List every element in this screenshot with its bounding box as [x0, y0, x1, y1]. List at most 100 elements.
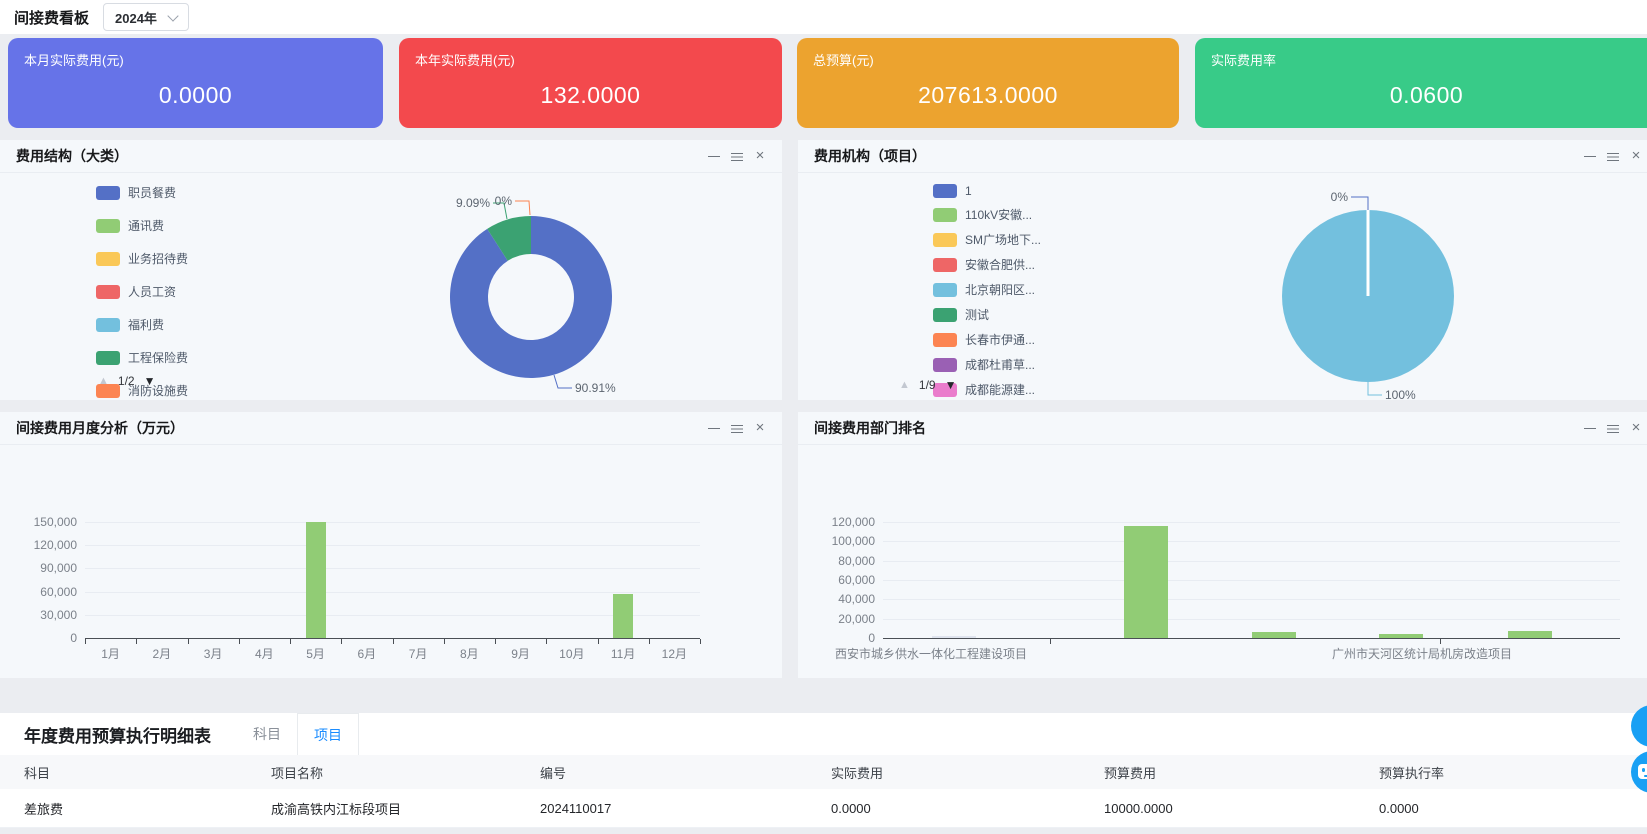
legend-page-up-icon[interactable]: ▲ — [98, 375, 109, 387]
minimize-icon[interactable] — [708, 422, 720, 434]
y-axis-tick-label: 120,000 — [831, 515, 875, 529]
minimize-icon[interactable] — [1584, 150, 1596, 162]
robot-icon — [1638, 764, 1647, 779]
legend-swatch — [96, 251, 120, 266]
legend-item[interactable]: 工程保险费 — [96, 349, 188, 366]
chatbot-button[interactable] — [1631, 751, 1647, 793]
legend-page-up-icon[interactable]: ▲ — [899, 379, 910, 391]
bar — [613, 593, 634, 638]
table-column-header-row: 科目 项目名称 编号 实际费用 预算费用 预算执行率 — [0, 755, 1647, 790]
legend-swatch — [96, 317, 120, 332]
legend-page-indicator: 1/2 — [117, 374, 135, 388]
close-icon[interactable]: × — [755, 147, 765, 164]
axis-tick — [341, 639, 343, 644]
menu-icon[interactable] — [731, 422, 743, 434]
pie-data-label: 0% — [495, 194, 513, 208]
pie-data-label: 9.09% — [456, 196, 490, 210]
table-row: 差旅费 成渝高铁内江标段项目 2024110017 0.0000 10000.0000 0… — [0, 789, 1647, 828]
legend-item[interactable]: 安徽合肥供... — [933, 256, 1041, 273]
page-title: 间接费看板 — [14, 9, 90, 27]
pie-data-label: 0% — [1331, 190, 1349, 204]
kpi-label: 本年实际费用(元) — [415, 53, 515, 68]
legend-page-indicator: 1/9 — [918, 378, 936, 392]
legend-swatch — [933, 332, 957, 347]
kpi-label: 总预算(元) — [813, 53, 874, 68]
legend-swatch — [933, 207, 957, 222]
legend-swatch — [96, 350, 120, 365]
pie-label-line — [515, 200, 531, 216]
legend-page-down-icon[interactable]: ▼ — [143, 374, 156, 388]
budget-detail-table-card: 年度费用预算执行明细表 科目 项目 科目 项目名称 编号 实际费用 预算费用 预算执行率 差… — [0, 713, 1647, 828]
bar — [1252, 631, 1296, 638]
legend-item[interactable]: 福利费 — [96, 316, 188, 333]
axis-tick — [1050, 639, 1051, 644]
x-axis-line — [85, 638, 700, 639]
legend-item[interactable]: 测试 — [933, 306, 1041, 323]
kpi-card-month-actual: 本月实际费用(元) 0.0000 — [8, 38, 383, 128]
close-icon[interactable]: × — [755, 419, 765, 436]
legend-item[interactable]: 业务招待费 — [96, 250, 188, 267]
gridline — [85, 568, 700, 570]
panel-title: 间接费用部门排名 — [814, 420, 926, 436]
legend-page-down-icon[interactable]: ▼ — [944, 378, 957, 392]
x-axis-category-label: 11月 — [610, 647, 636, 661]
legend-pager: ▲ 1/2 ▼ — [98, 374, 155, 388]
bar-chart-monthly[interactable]: 150,000 120,000 90,000 60,000 30,000 0 1月 2月 3月 4… — [0, 412, 782, 678]
legend-swatch — [933, 282, 957, 297]
legend-item[interactable]: 成都杜甫草... — [933, 356, 1041, 373]
support-button[interactable] — [1631, 705, 1647, 747]
donut-chart[interactable]: 90.91% 9.09% 0% — [0, 140, 782, 400]
column-header: 项目名称 — [271, 765, 324, 781]
x-axis-category-label: 1月 — [101, 647, 120, 661]
legend-item[interactable]: 通讯费 — [96, 217, 188, 234]
legend-item[interactable]: SM广场地下... — [933, 231, 1041, 248]
tab-subject[interactable]: 科目 — [253, 726, 281, 742]
menu-icon[interactable] — [731, 150, 743, 162]
kpi-card-total-budget: 总预算(元) 207613.0000 — [797, 38, 1179, 128]
axis-tick — [495, 639, 496, 644]
year-select-value: 2024年 — [115, 10, 157, 26]
x-axis-category-label: 6月 — [357, 647, 377, 661]
legend-item[interactable]: 1 — [933, 184, 1041, 198]
y-axis-tick-label: 60,000 — [838, 573, 875, 587]
close-icon[interactable]: × — [1631, 419, 1641, 436]
legend-item[interactable]: 成都能源建... — [933, 381, 1041, 398]
legend-swatch — [933, 232, 957, 247]
bar-chart-departments[interactable]: 120,000 100,000 80,000 60,000 40,000 20,000 0 西… — [798, 412, 1647, 678]
minimize-icon[interactable] — [708, 150, 720, 162]
kpi-card-year-actual: 本年实际费用(元) 132.0000 — [399, 38, 782, 128]
y-axis-tick-label: 40,000 — [838, 592, 875, 607]
pie-slice — [487, 216, 531, 261]
legend-item[interactable]: 长春市伊通... — [933, 331, 1041, 348]
chevron-down-icon — [167, 9, 179, 22]
legend-swatch — [933, 257, 957, 272]
minimize-icon[interactable] — [1584, 422, 1596, 434]
legend-item[interactable]: 北京朝阳区... — [933, 281, 1041, 298]
axis-tick — [136, 639, 138, 644]
table-header-strip: 年度费用预算执行明细表 科目 项目 — [0, 713, 1647, 756]
axis-tick — [392, 639, 394, 644]
menu-icon[interactable] — [1607, 150, 1619, 162]
legend-item[interactable]: 消防设施费 — [96, 382, 188, 399]
menu-icon[interactable] — [1607, 422, 1619, 434]
y-axis-tick-label: 20,000 — [838, 611, 875, 626]
legend-swatch — [96, 383, 120, 398]
legend-item[interactable]: 110kV安徽... — [933, 206, 1041, 223]
legend-label: 消防设施费 — [128, 384, 189, 398]
y-axis-tick-label: 90,000 — [40, 561, 77, 576]
legend-item[interactable]: 人员工资 — [96, 283, 188, 300]
panel-monthly-analysis: 间接费用月度分析（万元） × 150,000 120,000 90,000 60,00… — [0, 412, 782, 678]
year-select[interactable]: 2024年 — [103, 3, 189, 31]
y-axis-tick-label: 0 — [868, 631, 875, 645]
legend-swatch — [96, 185, 120, 200]
column-header: 预算费用 — [1104, 765, 1157, 781]
tab-project[interactable]: 项目 — [297, 713, 359, 756]
legend-item[interactable]: 职员餐费 — [96, 184, 188, 201]
y-axis-tick-label: 120,000 — [33, 538, 77, 553]
pie-label-line — [553, 374, 572, 389]
pie-chart[interactable]: 100% 0% — [798, 140, 1647, 400]
close-icon[interactable]: × — [1631, 147, 1641, 164]
bar — [932, 636, 976, 638]
legend-swatch — [933, 357, 957, 372]
legend-pager: ▲ 1/9 ▼ — [899, 378, 956, 392]
